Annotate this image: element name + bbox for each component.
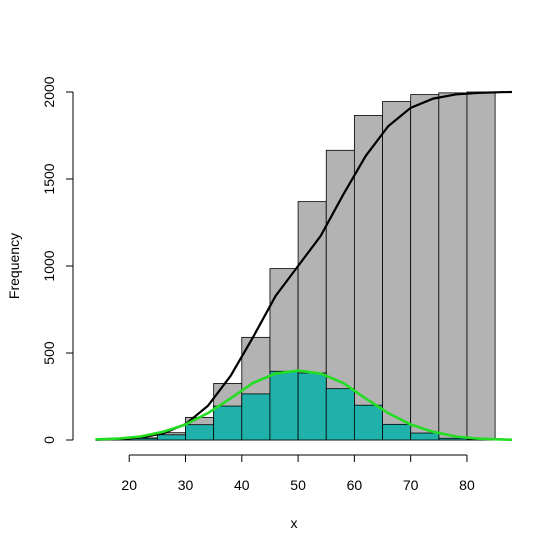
x-axis: 20 30 40 50 60 70 80 [121,454,475,493]
y-axis: 0 500 1000 1500 2000 [41,76,74,444]
x-axis-label: x [291,515,298,531]
x-tick-label-80: 80 [459,477,475,493]
x-tick-label-30: 30 [178,477,194,493]
normal-density-curve [95,369,513,442]
frequency-bar-8 [325,388,355,441]
x-tick-label-60: 60 [347,477,363,493]
y-tick-label-500: 500 [41,341,57,365]
y-tick-label-1500: 1500 [41,163,57,194]
y-axis-label: Frequency [6,233,22,299]
frequency-bar-2 [156,434,186,441]
y-tick-label-2000: 2000 [41,76,57,107]
frequency-bar-6 [269,370,299,441]
x-tick-label-20: 20 [121,477,137,493]
frequency-bar-7 [297,372,327,441]
x-tick-label-70: 70 [403,477,419,493]
y-tick-label-1000: 1000 [41,250,57,281]
frequency-bar-12 [438,437,468,441]
x-tick-label-50: 50 [290,477,306,493]
frequency-bar-11 [410,432,440,441]
frequency-bar-10 [382,423,412,441]
cumulative-bar-12 [438,92,468,441]
frequency-bar-5 [241,393,271,441]
cumulative-bar-9 [353,115,383,441]
frequency-bar-4 [213,405,243,441]
y-tick-label-0: 0 [41,436,57,444]
cumulative-bar-11 [410,94,440,441]
frequency-bar-3 [185,424,215,441]
x-tick-label-40: 40 [234,477,250,493]
frequency-histogram-bars [100,370,496,441]
cumulative-bar-13 [466,91,496,441]
cumulative-bar-10 [382,101,412,441]
frequency-bar-9 [353,404,383,441]
